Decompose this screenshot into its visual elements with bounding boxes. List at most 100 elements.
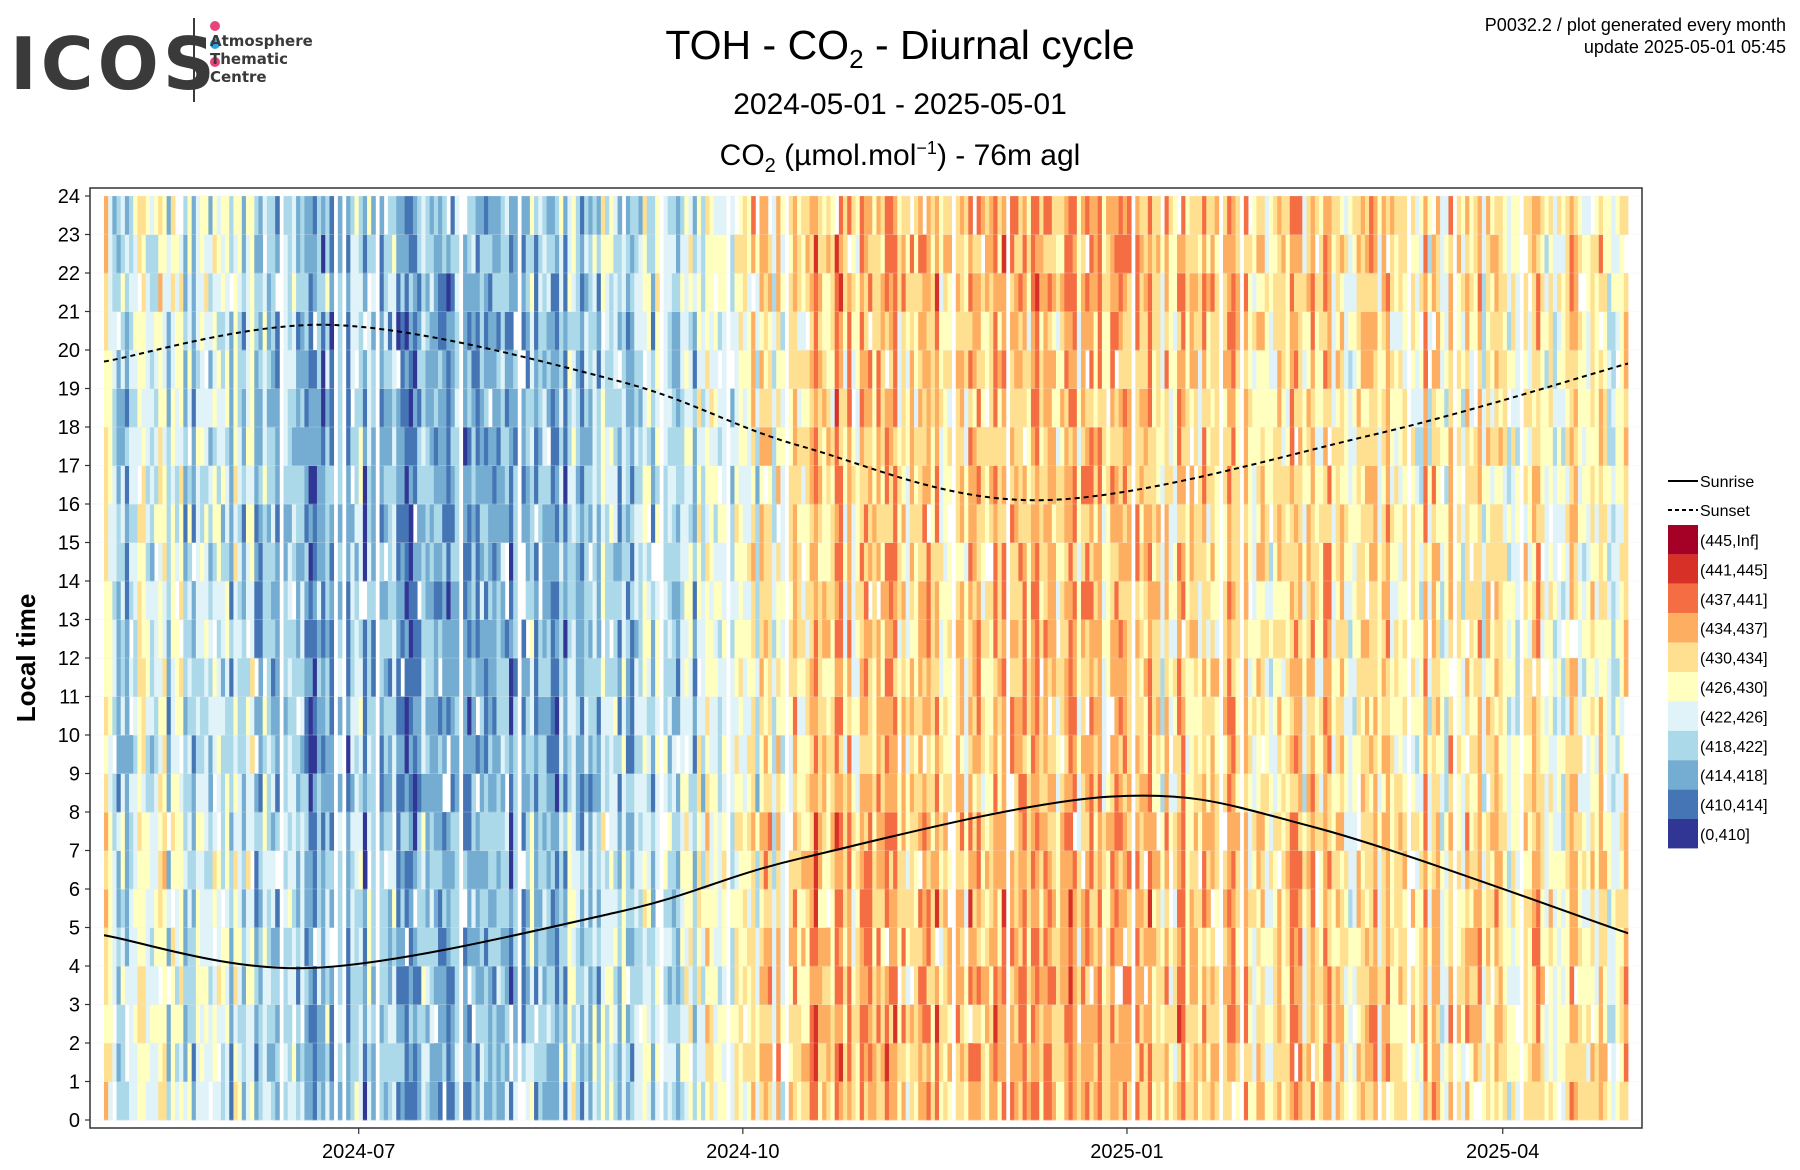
heatmap-cell bbox=[801, 1043, 806, 1082]
heatmap-cell bbox=[817, 427, 823, 466]
heatmap-cell bbox=[367, 504, 372, 543]
heatmap-cell bbox=[993, 850, 998, 890]
heatmap-cell bbox=[663, 350, 669, 389]
heatmap-cell bbox=[947, 465, 952, 505]
heatmap-cell bbox=[763, 427, 769, 466]
heatmap-cell bbox=[738, 581, 744, 620]
heatmap-cell bbox=[964, 735, 969, 774]
heatmap-cell bbox=[425, 1081, 431, 1121]
heatmap-cell bbox=[772, 619, 777, 659]
heatmap-cell bbox=[571, 812, 577, 851]
heatmap-cell bbox=[216, 388, 222, 428]
heatmap-cell bbox=[108, 542, 113, 582]
heatmap-cell bbox=[959, 966, 965, 1005]
heatmap-cell bbox=[809, 196, 815, 235]
heatmap-cell bbox=[521, 504, 527, 543]
heatmap-cell bbox=[730, 1004, 735, 1044]
heatmap-cell bbox=[149, 850, 155, 890]
heatmap-cell bbox=[504, 619, 510, 659]
heatmap-cell bbox=[617, 504, 623, 543]
heatmap-cell bbox=[500, 850, 506, 890]
heatmap-cell bbox=[692, 850, 698, 890]
heatmap-cell bbox=[170, 850, 176, 890]
heatmap-cell bbox=[834, 812, 840, 851]
heatmap-cell bbox=[592, 927, 598, 967]
heatmap-cell bbox=[751, 850, 756, 890]
heatmap-cell bbox=[546, 735, 552, 774]
heatmap-cell bbox=[321, 1004, 326, 1044]
heatmap-cell bbox=[730, 658, 735, 697]
heatmap-cell bbox=[321, 696, 326, 736]
heatmap-cell bbox=[1018, 465, 1023, 505]
heatmap-cell bbox=[642, 966, 648, 1005]
heatmap-cell bbox=[934, 619, 940, 659]
meta-line-product: P0032.2 / plot generated every month bbox=[1484, 15, 1786, 35]
heatmap-cell bbox=[471, 1081, 477, 1121]
heatmap-cell bbox=[809, 581, 815, 620]
heatmap-cell bbox=[425, 350, 431, 389]
heatmap-cell bbox=[208, 234, 213, 274]
heatmap-cell bbox=[116, 812, 122, 851]
heatmap-cell bbox=[245, 581, 251, 620]
heatmap-cell bbox=[592, 735, 598, 774]
heatmap-cell bbox=[922, 658, 927, 697]
heatmap-cell bbox=[133, 504, 138, 543]
heatmap-cell bbox=[500, 1043, 506, 1082]
heatmap-cell bbox=[137, 542, 142, 582]
heatmap-cell bbox=[926, 388, 932, 428]
heatmap-cell bbox=[588, 350, 593, 389]
heatmap-cell bbox=[705, 812, 710, 851]
heatmap-cell bbox=[258, 966, 264, 1005]
heatmap-cell bbox=[663, 735, 669, 774]
heatmap-cell bbox=[868, 850, 873, 890]
heatmap-cell bbox=[914, 465, 919, 505]
heatmap-cell bbox=[976, 504, 982, 543]
heatmap-cell bbox=[225, 812, 230, 851]
heatmap-cell bbox=[154, 311, 159, 351]
heatmap-cell bbox=[888, 812, 894, 851]
heatmap-cell bbox=[797, 696, 802, 736]
heatmap-cell bbox=[830, 350, 836, 389]
heatmap-cell bbox=[275, 581, 280, 620]
heatmap-cell bbox=[337, 234, 343, 274]
heatmap-cell bbox=[513, 1004, 518, 1044]
heatmap-cell bbox=[149, 1081, 155, 1121]
heatmap-cell bbox=[563, 619, 568, 659]
heatmap-cell bbox=[337, 812, 343, 851]
heatmap-cell bbox=[575, 889, 581, 928]
heatmap-cell bbox=[550, 966, 556, 1005]
heatmap-cell bbox=[304, 812, 309, 851]
heatmap-cell bbox=[763, 773, 769, 813]
heatmap-cell bbox=[926, 889, 932, 928]
heatmap-cell bbox=[392, 542, 397, 582]
heatmap-cell bbox=[617, 234, 623, 274]
heatmap-cell bbox=[1001, 311, 1007, 351]
heatmap-cell bbox=[751, 388, 756, 428]
heatmap-cell bbox=[868, 388, 873, 428]
heatmap-cell bbox=[655, 234, 660, 274]
heatmap-cell bbox=[613, 658, 618, 697]
heatmap-cell bbox=[926, 658, 932, 697]
heatmap-cell bbox=[471, 850, 477, 890]
heatmap-cell bbox=[492, 1004, 497, 1044]
heatmap-cell bbox=[838, 1081, 844, 1121]
heatmap-cell bbox=[642, 581, 648, 620]
heatmap-cell bbox=[805, 966, 811, 1005]
heatmap-cell bbox=[170, 504, 176, 543]
heatmap-cell bbox=[212, 273, 218, 312]
heatmap-cell bbox=[855, 889, 861, 928]
heatmap-cell bbox=[834, 350, 840, 389]
heatmap-cell bbox=[738, 735, 744, 774]
heatmap-cell bbox=[701, 273, 706, 312]
heatmap-cell bbox=[605, 465, 610, 505]
heatmap-cell bbox=[909, 773, 915, 813]
heatmap-cell bbox=[354, 1004, 360, 1044]
heatmap-cell bbox=[529, 465, 535, 505]
heatmap-cell bbox=[154, 273, 159, 312]
heatmap-cell bbox=[868, 234, 873, 274]
heatmap-cell bbox=[216, 196, 222, 235]
heatmap-cell bbox=[1030, 504, 1036, 543]
heatmap-cell bbox=[300, 196, 305, 235]
heatmap-cell bbox=[926, 966, 932, 1005]
heatmap-cell bbox=[145, 581, 151, 620]
